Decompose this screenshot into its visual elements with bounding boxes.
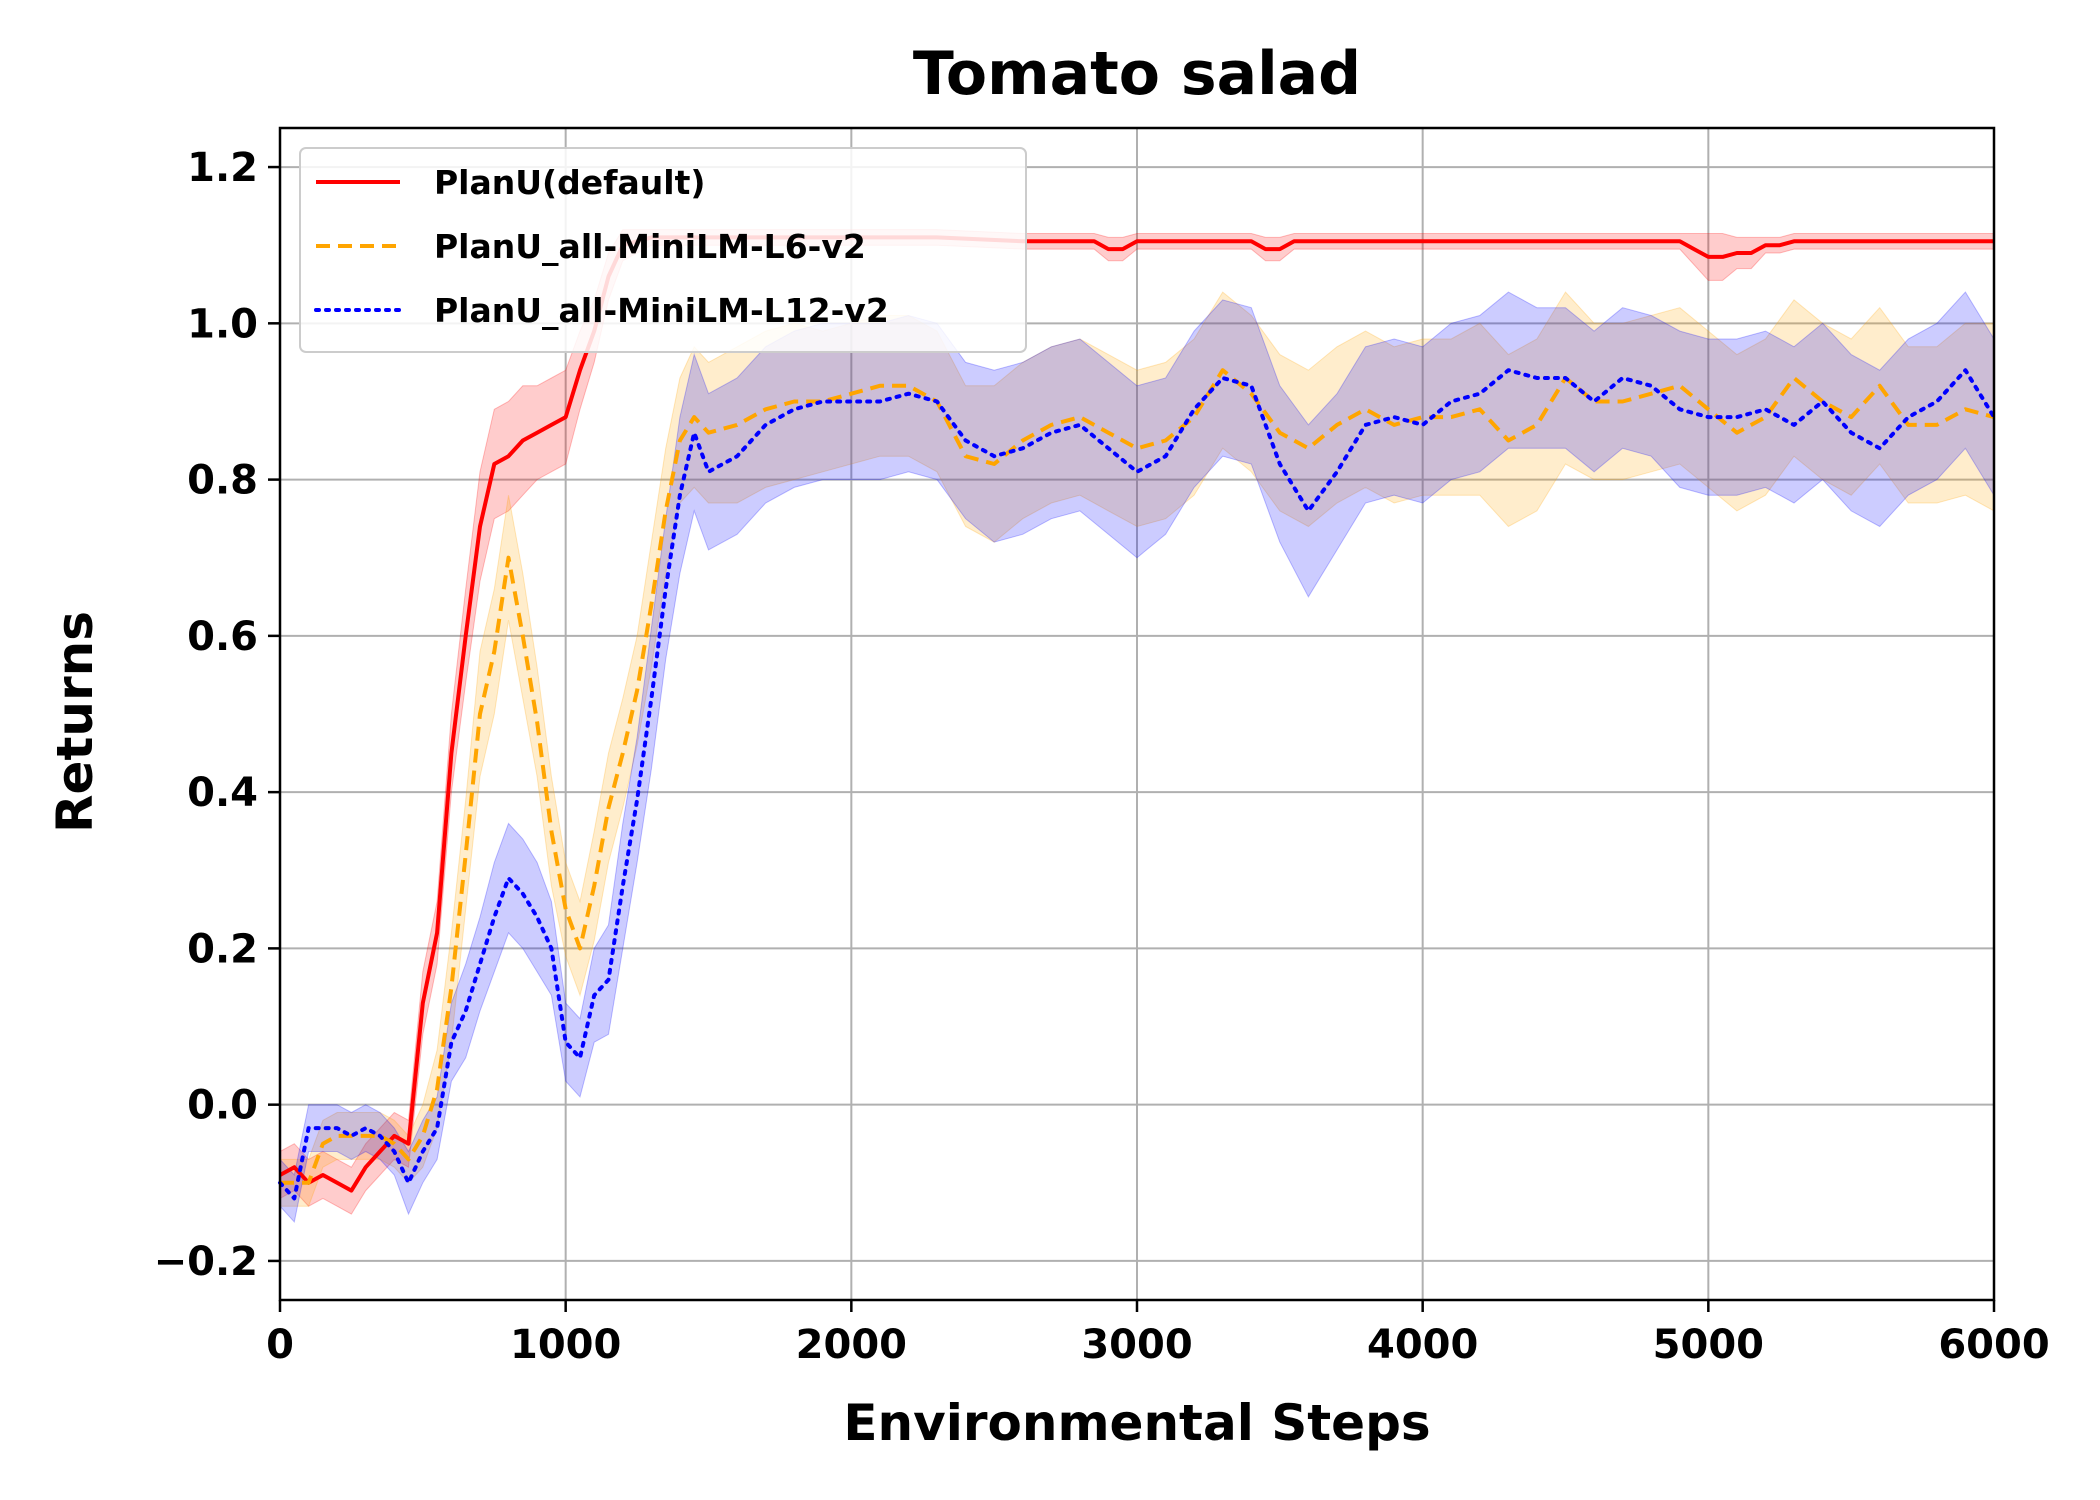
y-tick-label: 0.4 xyxy=(187,770,258,816)
legend-label: PlanU_all-MiniLM-L12-v2 xyxy=(434,291,889,330)
y-axis-label: Returns xyxy=(46,611,104,833)
x-axis-label: Environmental Steps xyxy=(843,1394,1430,1452)
x-tick-label: 1000 xyxy=(510,1322,621,1368)
legend-box xyxy=(299,147,1027,353)
y-tick-label: 0.2 xyxy=(187,926,258,972)
legend-label: PlanU_all-MiniLM-L6-v2 xyxy=(434,227,866,266)
y-tick-label: 1.2 xyxy=(187,145,258,191)
x-tick-label: 4000 xyxy=(1367,1322,1478,1368)
y-tick-label: 1.0 xyxy=(187,301,258,347)
y-tick-label: 0.0 xyxy=(187,1083,258,1129)
y-tick-label: 0.8 xyxy=(187,458,258,504)
x-tick-label: 0 xyxy=(266,1322,294,1368)
x-tick-label: 2000 xyxy=(796,1322,907,1368)
x-tick-label: 6000 xyxy=(1938,1322,2049,1368)
y-tick-label: −0.2 xyxy=(154,1239,258,1285)
axis-ticks: 0 1000 2000 3000 4000 5000 6000 −0.2 0.0 0.2 0.4 0.… xyxy=(154,145,2050,1368)
y-tick-label: 0.6 xyxy=(187,614,258,660)
series-line-planu-all-minilm-l12-v2 xyxy=(278,368,1996,1201)
chart-title: Tomato salad xyxy=(913,39,1361,109)
legend-label: PlanU(default) xyxy=(434,163,705,202)
legend: PlanU(default) PlanU_all-MiniLM-L6-v2 Plan… xyxy=(299,147,1027,353)
x-tick-label: 5000 xyxy=(1653,1322,1764,1368)
series-line-planu-all-minilm-l6-v2 xyxy=(280,368,1995,1185)
x-tick-label: 3000 xyxy=(1081,1322,1192,1368)
